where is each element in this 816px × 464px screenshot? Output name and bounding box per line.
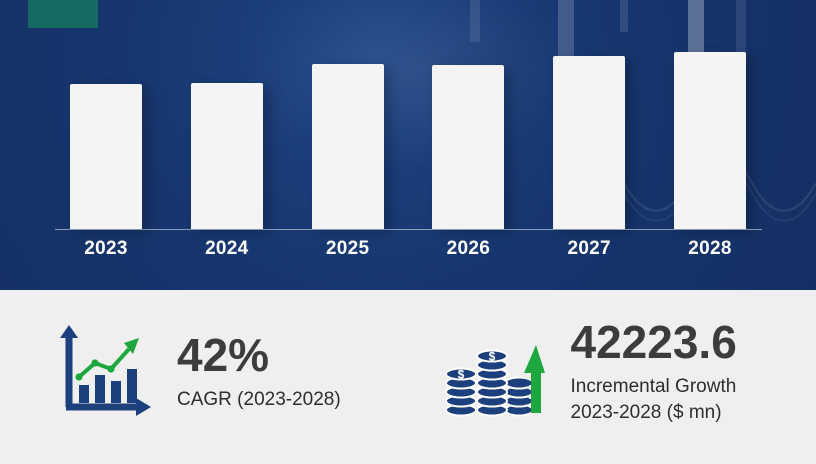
cagr-text: 42% CAGR (2023-2028) (177, 332, 341, 413)
incremental-growth-stat: $ $ 42223.6 (431, 319, 816, 425)
cagr-value: 42% (177, 328, 270, 381)
bar-label: 2023 (84, 238, 128, 259)
cagr-label: CAGR (2023-2028) (177, 388, 341, 410)
incremental-text: 42223.6 Incremental Growth 2023-2028 ($ … (571, 319, 737, 425)
deco-stripe (620, 0, 628, 32)
chart-section: 2023 2024 2025 2026 2027 2028 (0, 0, 816, 290)
bar-group: 2023 (46, 84, 166, 259)
growth-trend-icon (60, 325, 151, 416)
bar-group: 2028 (650, 52, 770, 259)
bar (432, 65, 505, 229)
bar-chart: 2023 2024 2025 2026 2027 2028 (46, 0, 770, 259)
bar-label: 2028 (688, 238, 732, 259)
bar (311, 64, 384, 229)
incremental-value: 42223.6 (570, 315, 737, 368)
deco-stripe (470, 0, 480, 42)
bar-label: 2025 (325, 238, 370, 259)
deco-stripe (736, 0, 746, 92)
map-decoration (240, 0, 570, 170)
bar (70, 84, 142, 229)
bar-label: 2026 (446, 238, 491, 259)
bar-group: 2025 (288, 64, 408, 259)
bar-group: 2026 (408, 65, 528, 259)
dollar-sign: $ (488, 350, 495, 364)
dollar-sign: $ (457, 368, 464, 382)
deco-stripe (688, 0, 704, 56)
bar-label: 2027 (567, 238, 611, 259)
bar-group: 2024 (167, 83, 287, 259)
stats-section: 42% CAGR (2023-2028) (0, 290, 816, 464)
up-arrow-icon (523, 345, 545, 413)
cagr-stat: 42% CAGR (2023-2028) (0, 325, 431, 419)
bar (190, 83, 263, 229)
bar-group: 2027 (529, 56, 649, 259)
deco-stripe (558, 0, 574, 62)
bar (553, 56, 626, 229)
trend-arrowhead (124, 338, 139, 354)
incremental-label: Incremental Growth 2023-2028 ($ mn) (571, 374, 737, 425)
teal-accent-block (28, 0, 98, 28)
coin-stack-icon: $ $ (444, 345, 545, 417)
bar-label: 2024 (205, 238, 249, 259)
bar (673, 52, 746, 229)
incremental-label-line1: Incremental Growth (570, 375, 737, 397)
incremental-label-line2: 2023-2028 ($ mn) (570, 401, 722, 423)
chart-baseline (55, 229, 762, 230)
